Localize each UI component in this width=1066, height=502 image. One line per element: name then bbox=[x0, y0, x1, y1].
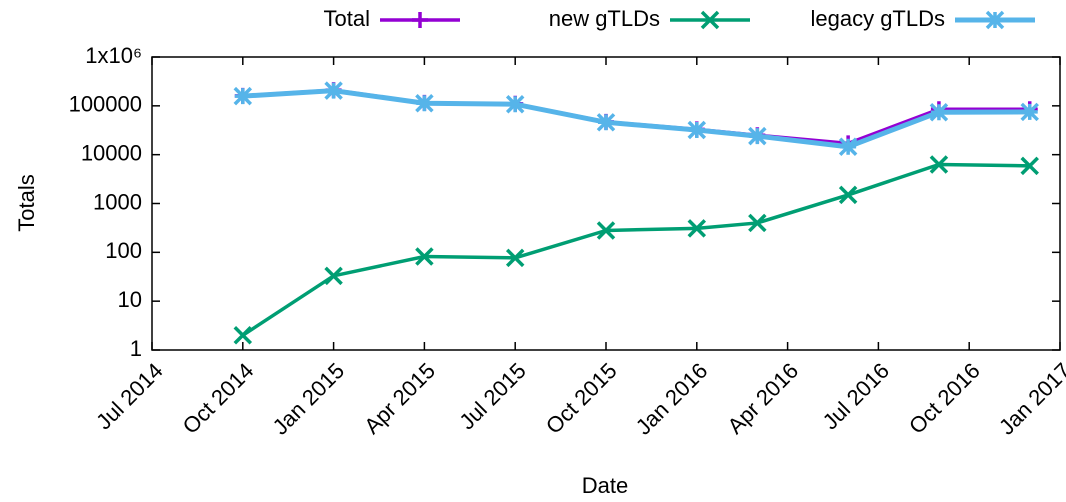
legend-marker bbox=[700, 10, 720, 30]
series-line bbox=[242, 88, 1030, 150]
point bbox=[748, 213, 767, 233]
x-tick-label: Apr 2016 bbox=[722, 358, 803, 439]
y-tick-label: 1000 bbox=[93, 189, 142, 214]
point bbox=[929, 155, 949, 174]
y-tick-label: 10000 bbox=[81, 140, 142, 165]
point bbox=[748, 126, 767, 146]
x-axis-label: Date bbox=[582, 473, 628, 498]
y-tick-label: 10 bbox=[118, 287, 142, 312]
x-tick-label: Jul 2016 bbox=[818, 358, 895, 435]
y-tick-label: 1x10⁶ bbox=[85, 43, 142, 68]
series-line bbox=[242, 88, 1030, 146]
point bbox=[233, 326, 253, 345]
point bbox=[415, 247, 434, 266]
x-tick-label: Oct 2015 bbox=[541, 358, 622, 439]
x-tick-label: Jan 2017 bbox=[994, 358, 1066, 440]
x-tick-label: Jan 2015 bbox=[268, 358, 350, 440]
point bbox=[324, 81, 343, 100]
point bbox=[596, 113, 616, 132]
x-tick-label: Apr 2015 bbox=[359, 358, 440, 439]
point bbox=[838, 137, 858, 157]
y-tick-label: 1 bbox=[130, 336, 142, 361]
point bbox=[505, 94, 525, 114]
legend-label: new gTLDs bbox=[549, 6, 660, 31]
point bbox=[687, 219, 707, 238]
y-tick-label: 100 bbox=[105, 238, 142, 263]
x-tick-label: Oct 2014 bbox=[178, 358, 259, 439]
point bbox=[929, 102, 949, 122]
point bbox=[415, 94, 434, 113]
point bbox=[505, 248, 525, 268]
legend-label: legacy gTLDs bbox=[810, 6, 945, 31]
y-tick-label: 100000 bbox=[69, 92, 142, 117]
point bbox=[687, 120, 707, 140]
legend-marker bbox=[985, 10, 1005, 30]
point bbox=[596, 221, 616, 240]
legend-marker bbox=[412, 12, 428, 28]
x-tick-label: Jul 2014 bbox=[91, 358, 168, 435]
series-line bbox=[241, 162, 1030, 337]
x-tick-label: Jul 2015 bbox=[454, 358, 531, 435]
point bbox=[838, 185, 858, 205]
x-tick-label: Oct 2016 bbox=[904, 358, 985, 439]
y-axis-label: Totals bbox=[14, 174, 39, 231]
point bbox=[233, 86, 253, 106]
x-tick-label: Jan 2016 bbox=[631, 358, 713, 440]
point bbox=[1020, 156, 1039, 176]
point bbox=[1020, 102, 1039, 122]
legend-label: Total bbox=[324, 6, 370, 31]
point bbox=[324, 266, 343, 286]
